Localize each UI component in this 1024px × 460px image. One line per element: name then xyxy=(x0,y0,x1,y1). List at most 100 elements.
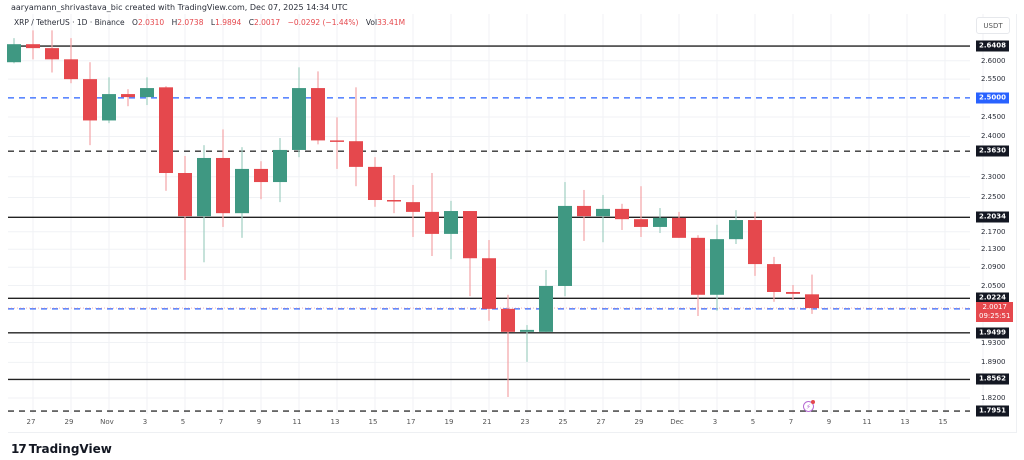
level-price-tag: 1.9499 xyxy=(976,327,1010,339)
candle-body xyxy=(482,258,496,309)
candle-body xyxy=(102,94,116,121)
candle-body xyxy=(406,202,420,212)
date-tick-label: 5 xyxy=(180,418,186,426)
candle-body xyxy=(634,219,648,227)
date-tick-label: 5 xyxy=(750,418,756,426)
date-tick-label: Nov xyxy=(100,418,114,426)
candle-body xyxy=(672,217,686,238)
close-value: 2.0017 xyxy=(253,18,281,27)
candle-body xyxy=(539,285,553,332)
currency-button[interactable]: USDT xyxy=(976,17,1010,34)
candle-countdown: 09:25:51 xyxy=(979,312,1011,321)
open-label: O xyxy=(132,18,138,27)
price-tick-label: 2.1700 xyxy=(981,227,1006,236)
date-tick-label: 29 xyxy=(634,418,644,426)
candle-body xyxy=(615,208,629,220)
candle-body xyxy=(368,166,382,201)
candle-body xyxy=(710,239,724,295)
date-tick-label: 25 xyxy=(558,418,568,426)
candle-body xyxy=(254,168,268,183)
close-label: C xyxy=(248,18,254,27)
candle-body xyxy=(235,168,249,214)
date-tick-label: Dec xyxy=(670,418,684,426)
candle-body xyxy=(216,157,230,214)
last-price-tag: 2.0017 09:25:51 xyxy=(976,302,1014,323)
date-tick-label: 15 xyxy=(368,418,378,426)
price-tick-label: 2.0900 xyxy=(981,263,1006,272)
candle-body xyxy=(330,140,344,142)
date-tick-label: 27 xyxy=(26,418,36,426)
date-tick-label: 11 xyxy=(862,418,872,426)
candle-body xyxy=(159,87,173,174)
level-price-tag: 2.2034 xyxy=(976,211,1010,223)
price-tick-label: 2.1300 xyxy=(981,245,1006,254)
price-tick-label: 2.4000 xyxy=(981,132,1006,141)
date-tick-label: 3 xyxy=(712,418,718,426)
chart-frame xyxy=(8,14,1017,433)
high-label: H xyxy=(171,18,178,27)
price-tick-label: 1.8900 xyxy=(981,358,1006,367)
level-price-tag: 2.0224 xyxy=(976,292,1010,304)
lightning-event-icon[interactable]: ⚡ xyxy=(803,400,815,412)
symbol-legend: XRP / TetherUS · 1D · Binance O2.0310 H2… xyxy=(14,18,405,27)
low-label: L xyxy=(210,18,216,27)
date-tick-label: 27 xyxy=(596,418,606,426)
price-tick-label: 2.0500 xyxy=(981,281,1006,290)
date-tick-label: 15 xyxy=(938,418,948,426)
tradingview-logo-icon: 17 xyxy=(11,442,27,456)
candle-body xyxy=(197,157,211,217)
date-tick-label: 3 xyxy=(142,418,148,426)
candle-body xyxy=(292,88,306,150)
candle-body xyxy=(444,211,458,234)
price-tick-label: 1.8200 xyxy=(981,394,1006,403)
date-tick-label: 21 xyxy=(482,418,492,426)
notification-dot xyxy=(811,400,815,404)
price-tick-label: 2.4500 xyxy=(981,112,1006,121)
date-tick-label: 23 xyxy=(520,418,530,426)
price-tick-label: 2.5500 xyxy=(981,75,1006,84)
volume-value: 33.41M xyxy=(377,18,406,27)
level-price-tag: 1.7951 xyxy=(976,405,1010,417)
date-tick-label: 9 xyxy=(826,418,832,426)
candle-body xyxy=(178,173,192,217)
candle-body xyxy=(596,208,610,217)
candle-body xyxy=(387,200,401,202)
date-tick-label: 19 xyxy=(444,418,454,426)
date-tick-label: 7 xyxy=(788,418,794,426)
candle-body xyxy=(273,149,287,183)
candle-body xyxy=(729,220,743,240)
date-tick-label: 13 xyxy=(330,418,340,426)
candle-body xyxy=(558,205,572,286)
candle-body xyxy=(64,59,78,80)
symbol-name[interactable]: XRP / TetherUS · 1D · Binance xyxy=(14,18,125,27)
candle-body xyxy=(311,88,325,141)
price-tick-label: 1.9300 xyxy=(981,338,1006,347)
candle-body xyxy=(577,205,591,217)
date-tick-label: 17 xyxy=(406,418,416,426)
candle-body xyxy=(520,329,534,332)
level-price-tag: 2.5000 xyxy=(976,92,1010,104)
candle-body xyxy=(140,88,154,98)
level-price-tag: 2.6408 xyxy=(976,40,1010,52)
candle-body xyxy=(425,211,439,234)
candle-body xyxy=(501,308,515,332)
change-value: −0.0292 (−1.44%) xyxy=(287,18,359,27)
candle-body xyxy=(653,217,667,227)
candle-body xyxy=(767,264,781,292)
date-tick-label: 9 xyxy=(256,418,262,426)
candle-body xyxy=(45,48,59,60)
price-tick-label: 2.2500 xyxy=(981,193,1006,202)
candle-body xyxy=(691,237,705,295)
candle-body xyxy=(463,211,477,259)
tradingview-logo: 17 TradingView xyxy=(11,442,112,456)
price-tick-label: 2.3000 xyxy=(981,172,1006,181)
level-price-tag: 2.3630 xyxy=(976,145,1010,157)
tradingview-logo-text: TradingView xyxy=(28,442,112,456)
last-price-value: 2.0017 xyxy=(982,303,1007,312)
date-tick-label: 29 xyxy=(64,418,74,426)
open-value: 2.0310 xyxy=(137,18,165,27)
candle-body xyxy=(121,94,135,98)
candle-body xyxy=(748,220,762,265)
high-value: 2.0738 xyxy=(177,18,204,27)
